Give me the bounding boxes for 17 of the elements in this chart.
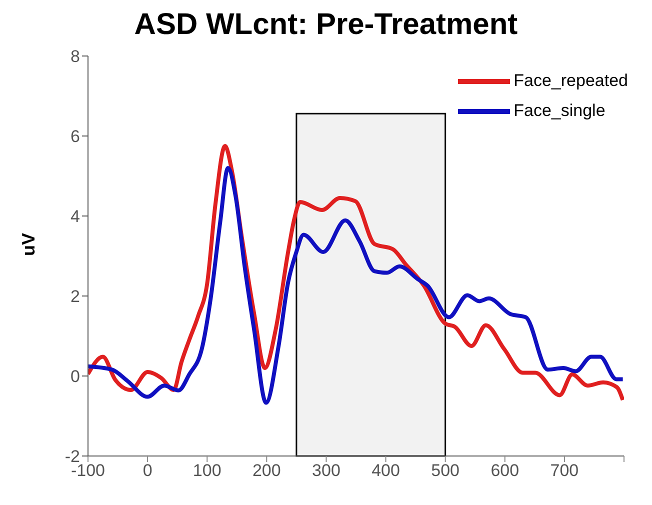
legend-label: Face_single	[514, 100, 606, 122]
x-tick-label: 500	[431, 461, 460, 480]
x-tick-label: 100	[192, 461, 222, 480]
x-tick-label: 0	[142, 461, 152, 480]
y-tick-label: 4	[70, 207, 80, 226]
y-axis-title: uV	[18, 232, 38, 256]
legend-label: Face_repeated	[514, 70, 628, 92]
y-tick-label: 6	[70, 127, 80, 146]
x-tick-label: 300	[312, 461, 340, 480]
x-tick-label: 700	[550, 461, 579, 480]
x-tick-label: 600	[490, 461, 520, 480]
y-tick-label: 8	[70, 47, 80, 66]
x-tick-label: 400	[372, 461, 400, 480]
x-tick-label: 200	[252, 461, 281, 480]
chart-title: ASD WLcnt: Pre-Treatment	[133, 8, 519, 43]
y-tick-label: 2	[70, 287, 80, 306]
y-tick-label: 0	[70, 367, 80, 386]
